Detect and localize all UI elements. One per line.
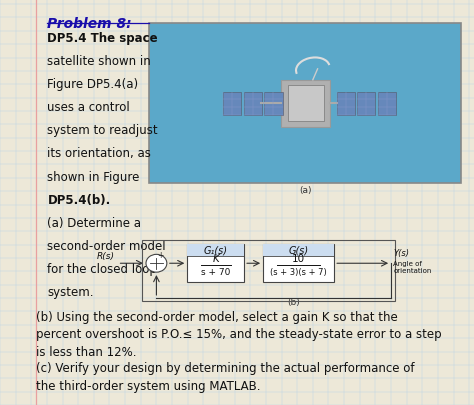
Text: +: +	[157, 252, 164, 260]
Text: G(s): G(s)	[289, 245, 309, 255]
Bar	[142, 240, 395, 301]
Text: s + 70: s + 70	[201, 268, 230, 277]
Text: Angle of
orientation: Angle of orientation	[393, 261, 432, 274]
Bar	[263, 244, 334, 256]
Text: K: K	[212, 254, 219, 264]
Text: 10: 10	[292, 254, 305, 264]
Circle shape	[146, 254, 167, 272]
Text: (a) Determine a: (a) Determine a	[47, 217, 141, 230]
Text: its orientation, as: its orientation, as	[47, 147, 151, 160]
Bar	[264, 92, 283, 115]
Bar	[187, 244, 244, 256]
Text: Problem 8:: Problem 8:	[47, 17, 132, 31]
Text: (b) Using the second-order model, select a gain K so that the
percent overshoot : (b) Using the second-order model, select…	[36, 311, 441, 359]
Text: uses a control: uses a control	[47, 101, 130, 114]
Text: shown in Figure: shown in Figure	[47, 171, 140, 183]
Bar	[149, 23, 461, 183]
Text: G₁(s): G₁(s)	[204, 245, 228, 255]
Bar	[288, 85, 324, 121]
Bar	[263, 244, 334, 283]
Bar	[244, 92, 262, 115]
Bar	[357, 92, 375, 115]
Text: (c) Verify your design by determining the actual performance of
the third-order : (c) Verify your design by determining th…	[36, 362, 414, 393]
Text: Figure DP5.4(a): Figure DP5.4(a)	[47, 78, 138, 91]
Bar	[337, 92, 355, 115]
Text: satellite shown in: satellite shown in	[47, 55, 151, 68]
Bar	[223, 92, 241, 115]
Text: (a): (a)	[300, 186, 312, 195]
Bar	[281, 80, 330, 127]
Text: DP5.4(b).: DP5.4(b).	[47, 194, 110, 207]
Text: DP5.4 The space: DP5.4 The space	[47, 32, 158, 45]
Text: (s + 3)(s + 7): (s + 3)(s + 7)	[270, 268, 327, 277]
Text: Y(s): Y(s)	[393, 249, 410, 258]
Bar	[378, 92, 396, 115]
Text: system to readjust: system to readjust	[47, 124, 158, 137]
Text: second-order model: second-order model	[47, 240, 166, 253]
Text: system.: system.	[47, 286, 94, 299]
Text: (b): (b)	[288, 298, 300, 307]
Text: for the closed loop: for the closed loop	[47, 263, 157, 276]
Bar	[187, 244, 244, 283]
Text: R(s): R(s)	[97, 252, 115, 261]
